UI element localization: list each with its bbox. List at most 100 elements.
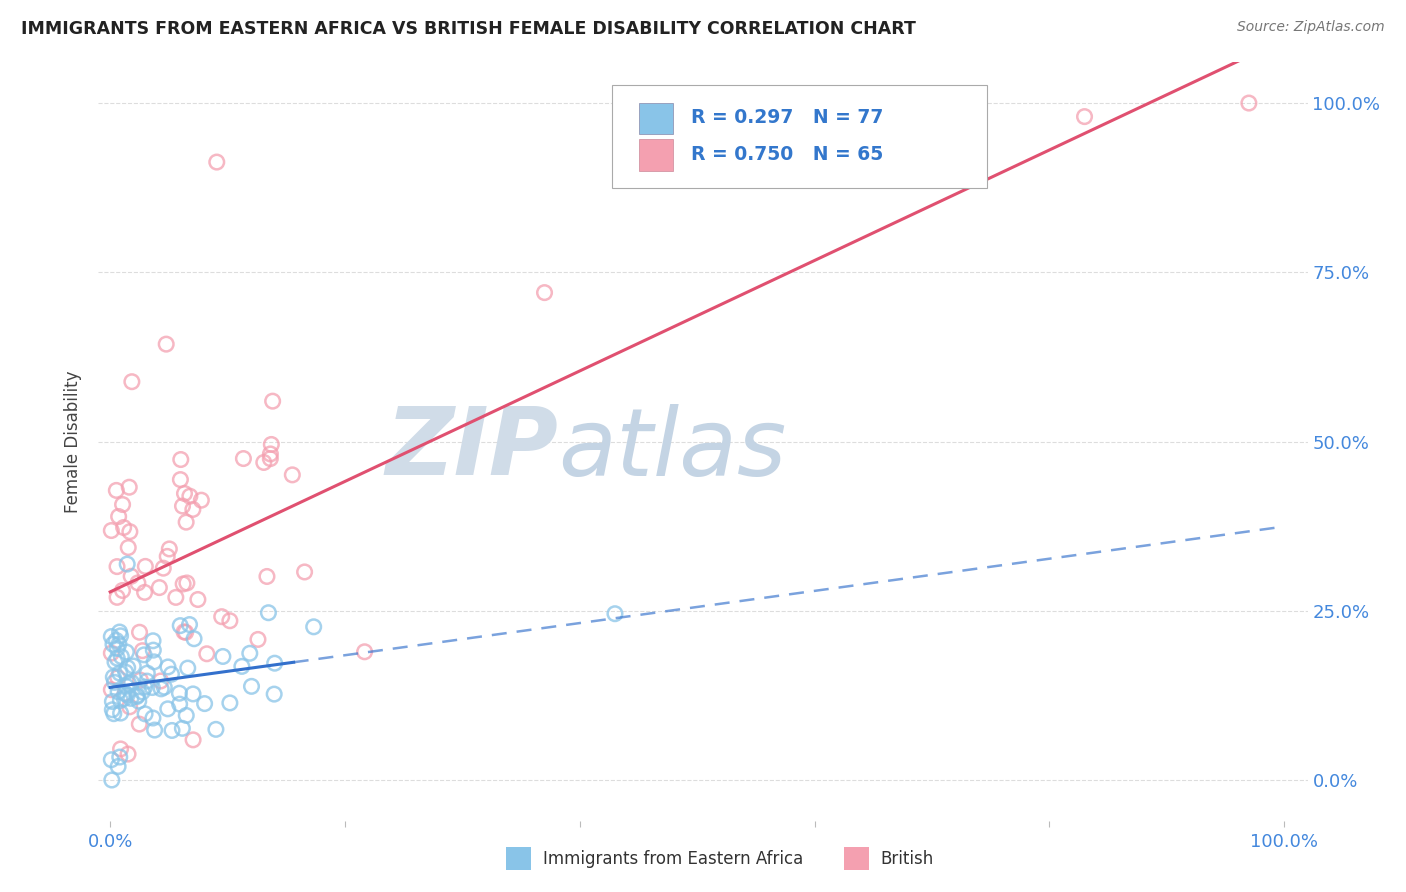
Point	[134, 585, 156, 599]
Point	[353, 645, 375, 659]
Bar	[638, 103, 673, 135]
Point	[112, 520, 135, 534]
Text: British: British	[880, 849, 934, 868]
Point	[1073, 110, 1095, 124]
Point	[108, 625, 131, 640]
Text: R = 0.297   N = 77: R = 0.297 N = 77	[690, 108, 883, 128]
Point	[240, 679, 263, 693]
Point	[110, 693, 132, 707]
Point	[155, 337, 177, 351]
Point	[260, 437, 283, 451]
Point	[114, 686, 136, 700]
Point	[172, 577, 194, 591]
Point	[128, 717, 150, 731]
Point	[253, 455, 276, 469]
Point	[104, 655, 127, 669]
Point	[105, 641, 128, 656]
Point	[108, 637, 131, 651]
Point	[169, 473, 191, 487]
Text: atlas: atlas	[558, 403, 786, 495]
Point	[160, 667, 183, 681]
Point	[127, 576, 149, 591]
Point	[176, 576, 198, 591]
Point	[134, 680, 156, 694]
Point	[143, 723, 166, 737]
Point	[135, 674, 157, 689]
Point	[174, 625, 197, 640]
Point	[101, 694, 124, 708]
Point	[142, 711, 165, 725]
Point	[115, 688, 138, 702]
Point	[117, 747, 139, 761]
Point	[281, 467, 304, 482]
Point	[105, 483, 128, 498]
Point	[101, 703, 124, 717]
Point	[256, 569, 278, 583]
Point	[174, 515, 197, 529]
Point	[103, 706, 125, 721]
Point	[157, 541, 180, 556]
Point	[100, 646, 122, 660]
Point	[117, 676, 139, 690]
Point	[232, 451, 254, 466]
Point	[125, 690, 148, 704]
Point	[108, 666, 131, 681]
Point	[169, 618, 191, 632]
Point	[262, 394, 284, 409]
Point	[107, 684, 129, 698]
Point	[174, 708, 197, 723]
Point	[205, 155, 228, 169]
Point	[142, 633, 165, 648]
Point	[118, 699, 141, 714]
Point	[100, 524, 122, 538]
Point	[132, 648, 155, 662]
Point	[302, 620, 325, 634]
Point	[128, 694, 150, 708]
Point	[136, 666, 159, 681]
Point	[263, 687, 285, 701]
Point	[110, 742, 132, 756]
Point	[108, 750, 131, 764]
Point	[181, 502, 204, 516]
Point	[105, 591, 128, 605]
Text: Immigrants from Eastern Africa: Immigrants from Eastern Africa	[543, 849, 803, 868]
Point	[173, 624, 195, 639]
Point	[181, 687, 204, 701]
Point	[131, 685, 153, 699]
Point	[141, 681, 163, 695]
Point	[257, 606, 280, 620]
Point	[128, 625, 150, 640]
Point	[105, 633, 128, 648]
Point	[100, 682, 122, 697]
Point	[143, 655, 166, 669]
Point	[115, 679, 138, 693]
Point	[110, 649, 132, 664]
Point	[115, 557, 138, 571]
Point	[101, 772, 124, 787]
Point	[152, 561, 174, 575]
Point	[118, 480, 141, 494]
Point	[181, 732, 204, 747]
Point	[121, 675, 143, 690]
Point	[170, 452, 193, 467]
Point	[115, 645, 138, 659]
Point	[107, 759, 129, 773]
Point	[142, 643, 165, 657]
Point	[105, 651, 128, 665]
Point	[187, 592, 209, 607]
Point	[105, 559, 128, 574]
Point	[110, 706, 132, 720]
Point	[205, 723, 228, 737]
Point	[110, 629, 132, 643]
Text: IMMIGRANTS FROM EASTERN AFRICA VS BRITISH FEMALE DISABILITY CORRELATION CHART: IMMIGRANTS FROM EASTERN AFRICA VS BRITIS…	[21, 20, 915, 37]
Point	[112, 691, 135, 706]
Point	[122, 659, 145, 673]
Point	[165, 591, 187, 605]
Point	[150, 681, 173, 696]
Point	[107, 509, 129, 524]
Point	[153, 680, 176, 694]
Point	[131, 643, 153, 657]
Point	[127, 689, 149, 703]
Point	[169, 686, 191, 700]
Point	[212, 649, 235, 664]
